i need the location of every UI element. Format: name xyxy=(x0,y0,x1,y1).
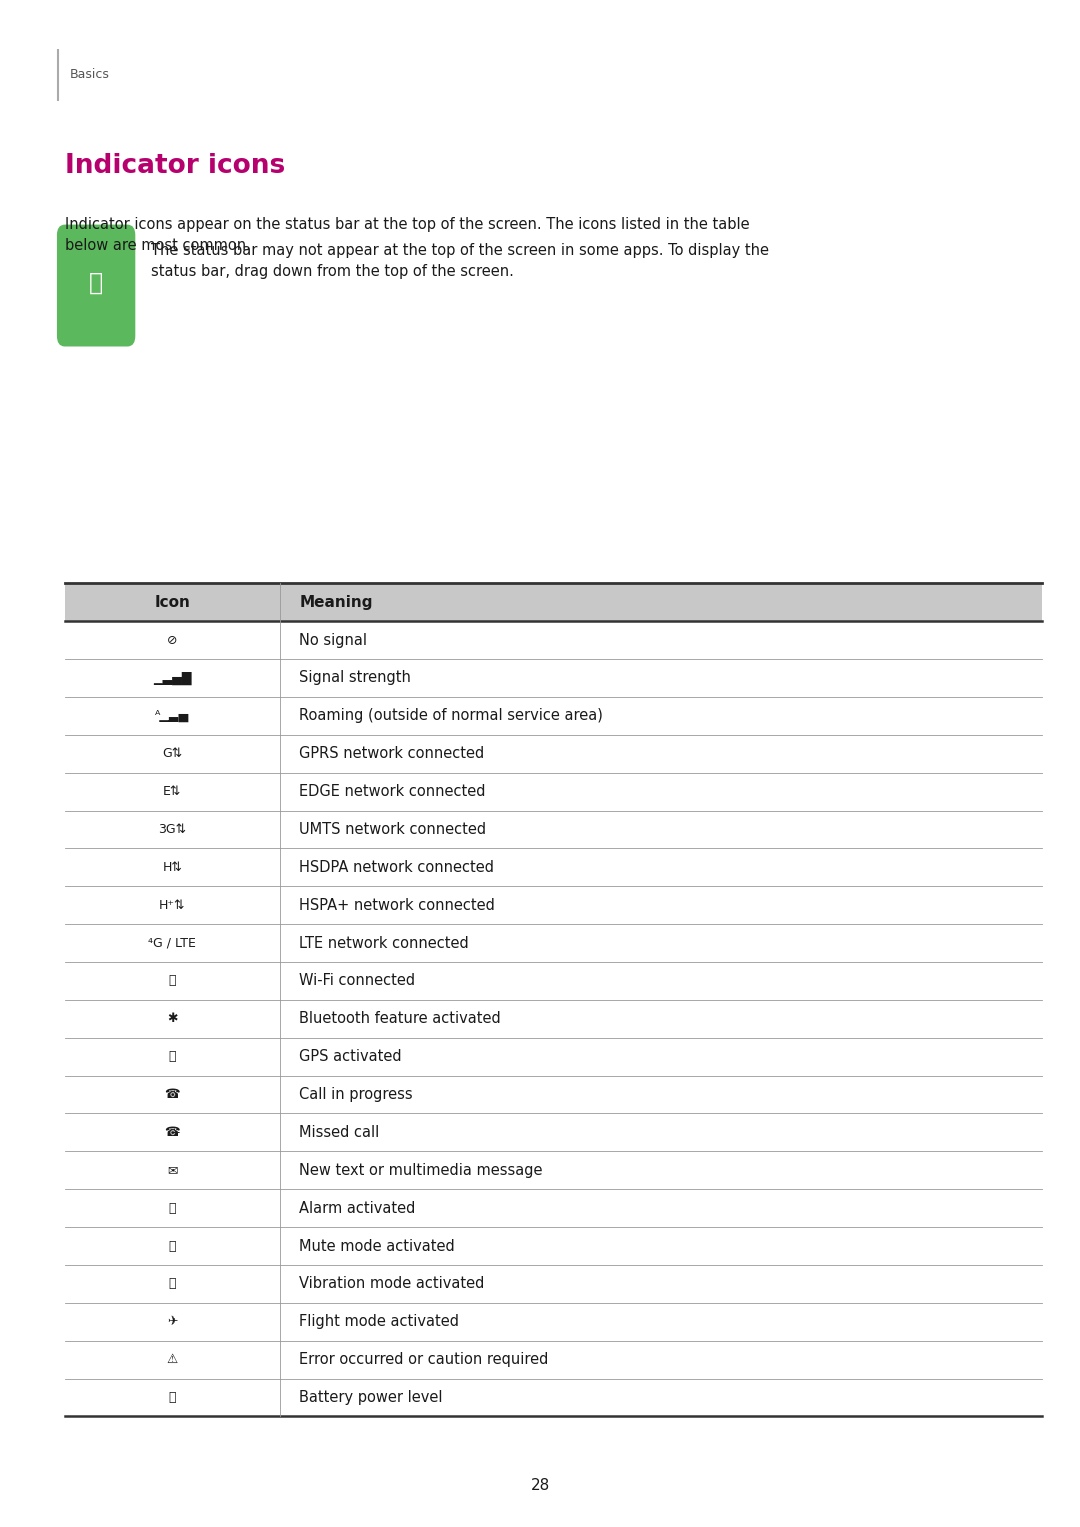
Text: ✉: ✉ xyxy=(167,1164,177,1177)
Text: G⇅: G⇅ xyxy=(162,747,183,760)
Bar xyxy=(65,1303,1042,1341)
Text: The status bar may not appear at the top of the screen in some apps. To display : The status bar may not appear at the top… xyxy=(151,243,769,279)
Bar xyxy=(65,962,1042,1000)
Text: Missed call: Missed call xyxy=(299,1125,379,1141)
Text: 📍: 📍 xyxy=(168,1051,176,1063)
Bar xyxy=(65,1264,1042,1303)
Text: Indicator icons: Indicator icons xyxy=(65,153,285,179)
Bar xyxy=(65,660,1042,696)
Text: ⁴G / LTE: ⁴G / LTE xyxy=(148,936,197,950)
Text: 🔕: 🔕 xyxy=(168,1240,176,1252)
Text: Error occurred or caution required: Error occurred or caution required xyxy=(299,1351,549,1367)
Text: GPS activated: GPS activated xyxy=(299,1049,402,1064)
Text: 📶: 📶 xyxy=(168,974,176,988)
Text: ☎̶: ☎̶ xyxy=(164,1125,180,1139)
Text: Icon: Icon xyxy=(154,594,190,609)
Text: UMTS network connected: UMTS network connected xyxy=(299,822,486,837)
Text: ✈: ✈ xyxy=(167,1315,177,1328)
Bar xyxy=(65,1075,1042,1113)
Text: GPRS network connected: GPRS network connected xyxy=(299,747,485,762)
Text: Basics: Basics xyxy=(70,69,110,81)
Text: Mute mode activated: Mute mode activated xyxy=(299,1238,455,1254)
Bar xyxy=(65,1151,1042,1190)
Text: Bluetooth feature activated: Bluetooth feature activated xyxy=(299,1011,501,1026)
Bar xyxy=(65,734,1042,773)
Text: Alarm activated: Alarm activated xyxy=(299,1200,416,1215)
Text: Flight mode activated: Flight mode activated xyxy=(299,1315,459,1330)
Text: 28: 28 xyxy=(530,1478,550,1493)
Text: 3G⇅: 3G⇅ xyxy=(159,823,187,835)
Text: Battery power level: Battery power level xyxy=(299,1390,443,1405)
FancyBboxPatch shape xyxy=(58,226,134,345)
Text: 🔔: 🔔 xyxy=(89,270,104,295)
Text: ⊘: ⊘ xyxy=(167,634,177,646)
Text: Call in progress: Call in progress xyxy=(299,1087,413,1102)
Text: 📳: 📳 xyxy=(168,1278,176,1290)
Bar xyxy=(65,583,1042,621)
Text: ✱: ✱ xyxy=(167,1012,177,1025)
Text: E⇅: E⇅ xyxy=(163,785,181,799)
Bar xyxy=(65,621,1042,660)
Text: Vibration mode activated: Vibration mode activated xyxy=(299,1277,485,1292)
Bar xyxy=(65,886,1042,924)
Bar xyxy=(65,1038,1042,1075)
Text: EDGE network connected: EDGE network connected xyxy=(299,783,486,799)
Bar xyxy=(65,773,1042,811)
Bar xyxy=(65,924,1042,962)
Text: ▁▃▅█: ▁▃▅█ xyxy=(153,672,191,684)
Bar xyxy=(65,696,1042,734)
Bar xyxy=(65,849,1042,886)
Bar xyxy=(65,1228,1042,1264)
Text: HSPA+ network connected: HSPA+ network connected xyxy=(299,898,495,913)
Text: No signal: No signal xyxy=(299,632,367,647)
Text: Signal strength: Signal strength xyxy=(299,670,411,686)
Text: Meaning: Meaning xyxy=(299,594,373,609)
Text: ᴬ▁▃▅: ᴬ▁▃▅ xyxy=(156,710,189,722)
Bar xyxy=(65,1379,1042,1417)
Text: Roaming (outside of normal service area): Roaming (outside of normal service area) xyxy=(299,709,603,724)
Bar xyxy=(65,1190,1042,1228)
Text: HSDPA network connected: HSDPA network connected xyxy=(299,860,495,875)
Text: ⏰: ⏰ xyxy=(168,1202,176,1214)
Bar xyxy=(65,1113,1042,1151)
Text: ☎: ☎ xyxy=(164,1089,180,1101)
Text: Wi-Fi connected: Wi-Fi connected xyxy=(299,973,416,988)
Text: Indicator icons appear on the status bar at the top of the screen. The icons lis: Indicator icons appear on the status bar… xyxy=(65,217,750,253)
Text: H⇅: H⇅ xyxy=(162,861,183,873)
Bar xyxy=(65,811,1042,849)
Text: ⚠: ⚠ xyxy=(166,1353,178,1367)
Text: H⁺⇅: H⁺⇅ xyxy=(159,899,186,912)
Text: New text or multimedia message: New text or multimedia message xyxy=(299,1162,543,1177)
Bar xyxy=(65,1000,1042,1038)
Text: LTE network connected: LTE network connected xyxy=(299,936,469,951)
Bar xyxy=(65,1341,1042,1379)
Text: 🔋: 🔋 xyxy=(168,1391,176,1403)
